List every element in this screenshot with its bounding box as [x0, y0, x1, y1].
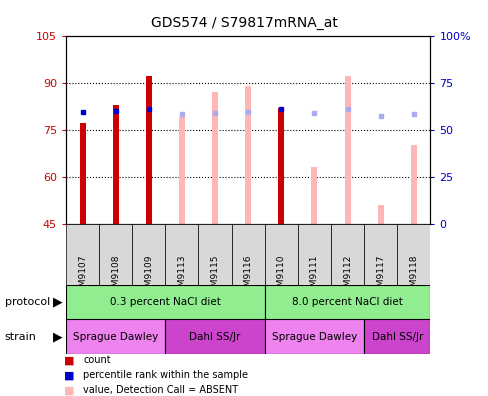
- Bar: [311, 167, 317, 224]
- Bar: [165, 224, 198, 285]
- Bar: [66, 319, 165, 354]
- Text: Sprague Dawley: Sprague Dawley: [73, 331, 158, 342]
- Text: ■: ■: [63, 385, 74, 396]
- Text: GSM9107: GSM9107: [78, 254, 87, 298]
- Text: GSM9116: GSM9116: [243, 254, 252, 298]
- Text: 8.0 percent NaCl diet: 8.0 percent NaCl diet: [291, 297, 402, 307]
- Text: GSM9117: GSM9117: [375, 254, 385, 298]
- Text: 0.3 percent NaCl diet: 0.3 percent NaCl diet: [110, 297, 221, 307]
- Bar: [145, 76, 151, 224]
- Bar: [278, 108, 284, 224]
- Text: protocol: protocol: [5, 297, 50, 307]
- Text: GSM9113: GSM9113: [177, 254, 186, 298]
- Bar: [66, 285, 264, 319]
- Text: GSM9112: GSM9112: [342, 254, 351, 298]
- Bar: [377, 205, 383, 224]
- Bar: [364, 319, 429, 354]
- Text: value, Detection Call = ABSENT: value, Detection Call = ABSENT: [83, 385, 238, 396]
- Bar: [179, 117, 184, 224]
- Bar: [264, 285, 429, 319]
- Bar: [99, 224, 132, 285]
- Text: strain: strain: [5, 331, 37, 342]
- Text: ■: ■: [63, 370, 74, 381]
- Text: ▶: ▶: [53, 330, 62, 343]
- Text: ■: ■: [63, 355, 74, 366]
- Text: GSM9111: GSM9111: [309, 254, 318, 298]
- Bar: [344, 76, 350, 224]
- Bar: [297, 224, 330, 285]
- Bar: [231, 224, 264, 285]
- Bar: [80, 124, 85, 224]
- Bar: [165, 319, 264, 354]
- Bar: [264, 224, 297, 285]
- Text: Sprague Dawley: Sprague Dawley: [271, 331, 356, 342]
- Bar: [212, 92, 218, 224]
- Text: ▶: ▶: [53, 295, 62, 308]
- Bar: [396, 224, 429, 285]
- Bar: [132, 224, 165, 285]
- Bar: [410, 145, 416, 224]
- Bar: [112, 105, 119, 224]
- Text: GSM9115: GSM9115: [210, 254, 219, 298]
- Bar: [198, 224, 231, 285]
- Text: GSM9108: GSM9108: [111, 254, 120, 298]
- Text: GSM9110: GSM9110: [276, 254, 285, 298]
- Text: GDS574 / S79817mRNA_at: GDS574 / S79817mRNA_at: [151, 16, 337, 30]
- Text: GSM9118: GSM9118: [408, 254, 417, 298]
- Text: count: count: [83, 355, 110, 366]
- Bar: [244, 86, 251, 224]
- Text: percentile rank within the sample: percentile rank within the sample: [83, 370, 247, 381]
- Text: Dahl SS/Jr: Dahl SS/Jr: [189, 331, 240, 342]
- Bar: [264, 319, 364, 354]
- Bar: [364, 224, 396, 285]
- Bar: [66, 224, 99, 285]
- Bar: [330, 224, 364, 285]
- Text: Dahl SS/Jr: Dahl SS/Jr: [371, 331, 422, 342]
- Text: GSM9109: GSM9109: [144, 254, 153, 298]
